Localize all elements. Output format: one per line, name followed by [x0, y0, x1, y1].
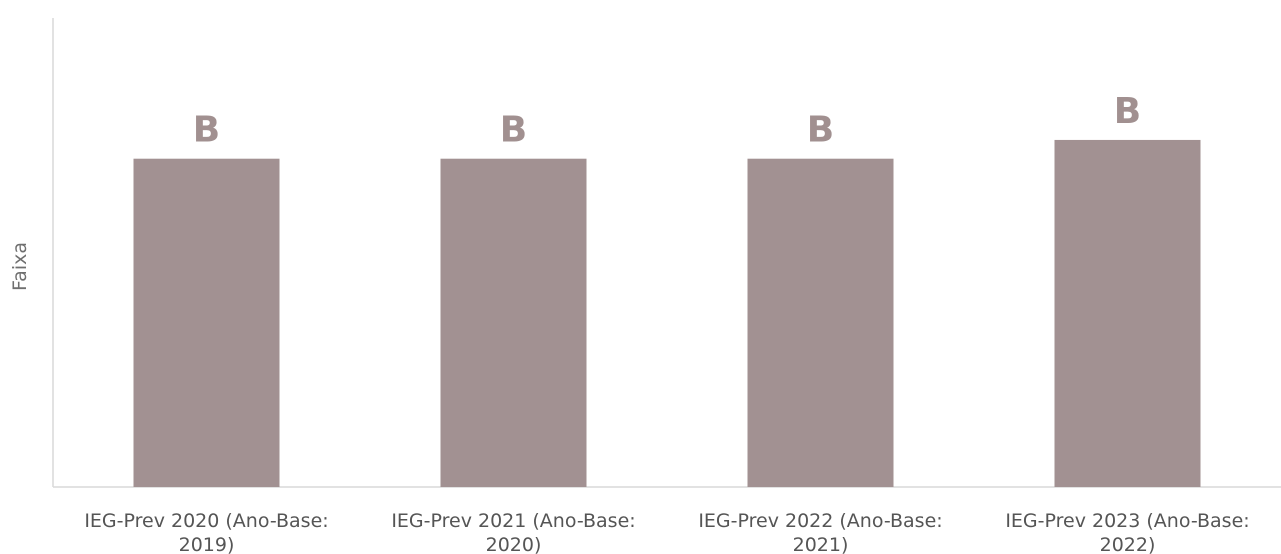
x-tick-label-line: IEG-Prev 2022 (Ano-Base:: [698, 510, 942, 532]
bar-4: [1054, 139, 1201, 487]
x-tick-label-line: IEG-Prev 2020 (Ano-Base:: [84, 510, 328, 532]
y-axis-label: Faixa: [9, 242, 31, 291]
x-tick-label-line: 2021): [793, 534, 849, 554]
x-tick-label-line: IEG-Prev 2021 (Ano-Base:: [391, 510, 635, 532]
x-tick-labels-group: IEG-Prev 2020 (Ano-Base: 2019)IEG-Prev 20…: [84, 510, 1249, 554]
x-tick-label-3: IEG-Prev 2022 (Ano-Base: 2021): [698, 510, 942, 554]
bars-group: [133, 139, 1201, 487]
x-tick-label-line: 2020): [486, 534, 542, 554]
data-label-2: B: [500, 110, 527, 151]
data-label-3: B: [807, 110, 834, 151]
data-label-1: B: [193, 110, 220, 151]
data-label-4: B: [1114, 91, 1141, 132]
bar-3: [747, 158, 894, 487]
x-tick-label-line: 2019): [179, 534, 235, 554]
x-tick-label-4: IEG-Prev 2023 (Ano-Base: 2022): [1005, 510, 1249, 554]
x-tick-label-line: IEG-Prev 2023 (Ano-Base:: [1005, 510, 1249, 532]
bar-1: [133, 158, 280, 487]
x-tick-label-2: IEG-Prev 2021 (Ano-Base: 2020): [391, 510, 635, 554]
bar-2: [440, 158, 587, 487]
x-tick-label-line: 2022): [1100, 534, 1156, 554]
x-tick-label-1: IEG-Prev 2020 (Ano-Base: 2019): [84, 510, 328, 554]
